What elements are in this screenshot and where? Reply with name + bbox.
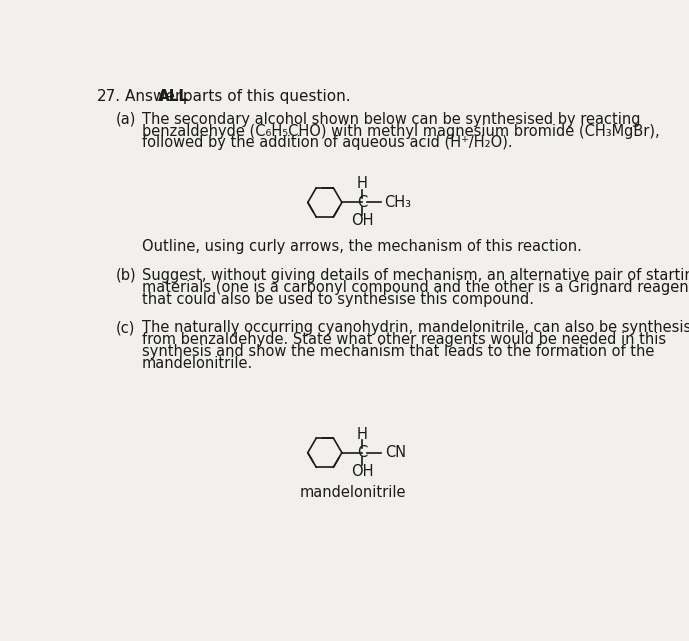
Text: CN: CN xyxy=(385,445,407,460)
Text: C: C xyxy=(357,445,367,460)
Text: Outline, using curly arrows, the mechanism of this reaction.: Outline, using curly arrows, the mechani… xyxy=(142,238,582,254)
Text: ALL: ALL xyxy=(157,89,188,104)
Text: The naturally occurring cyanohydrin, mandelonitrile, can also be synthesised: The naturally occurring cyanohydrin, man… xyxy=(142,320,689,335)
Text: (b): (b) xyxy=(116,268,136,283)
Text: (c): (c) xyxy=(116,320,135,335)
Text: (a): (a) xyxy=(116,112,136,126)
Text: synthesis and show the mechanism that leads to the formation of the: synthesis and show the mechanism that le… xyxy=(142,344,655,359)
Text: materials (one is a carbonyl compound and the other is a Grignard reagent): materials (one is a carbonyl compound an… xyxy=(142,280,689,295)
Text: mandelonitrile.: mandelonitrile. xyxy=(142,356,253,371)
Text: OH: OH xyxy=(351,213,373,228)
Text: C: C xyxy=(357,195,367,210)
Text: benzaldehyde (C₆H₅CHO) with methyl magnesium bromide (CH₃MgBr),: benzaldehyde (C₆H₅CHO) with methyl magne… xyxy=(142,124,659,138)
Text: H: H xyxy=(357,427,367,442)
Text: OH: OH xyxy=(351,463,373,479)
Text: mandelonitrile: mandelonitrile xyxy=(300,485,406,500)
Text: The secondary alcohol shown below can be synthesised by reacting: The secondary alcohol shown below can be… xyxy=(142,112,640,126)
Text: that could also be used to synthesise this compound.: that could also be used to synthesise th… xyxy=(142,292,534,307)
Text: Answer: Answer xyxy=(125,89,186,104)
Text: CH₃: CH₃ xyxy=(384,195,411,210)
Text: followed by the addition of aqueous acid (H⁺/H₂O).: followed by the addition of aqueous acid… xyxy=(142,135,513,151)
Text: parts of this question.: parts of this question. xyxy=(178,89,351,104)
Text: H: H xyxy=(357,176,367,192)
Text: 27.: 27. xyxy=(97,89,121,104)
Text: from benzaldehyde. State what other reagents would be needed in this: from benzaldehyde. State what other reag… xyxy=(142,332,666,347)
Text: Suggest, without giving details of mechanism, an alternative pair of starting: Suggest, without giving details of mecha… xyxy=(142,268,689,283)
